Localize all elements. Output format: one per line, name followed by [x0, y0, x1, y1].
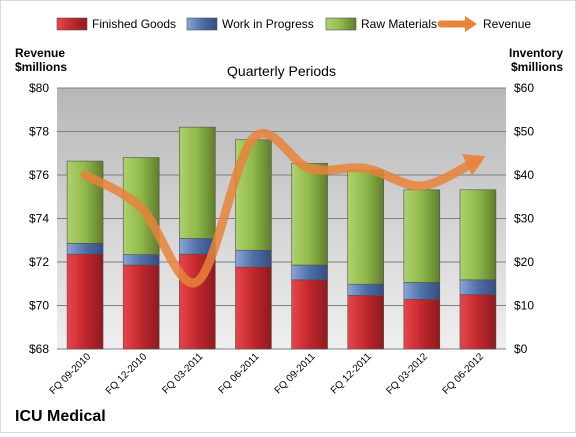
- bar-raw-materials: [459, 189, 497, 281]
- bar-work-in-progress: [291, 264, 328, 281]
- bar-work-in-progress: [403, 282, 441, 300]
- y-left-tick-label: $70: [29, 299, 49, 313]
- y-left-tick-label: $78: [29, 125, 49, 139]
- bar-work-in-progress: [347, 283, 384, 296]
- legend-swatch-raw-materials: [325, 17, 357, 31]
- y-right-tick-label: $50: [514, 125, 534, 139]
- legend-label: Finished Goods: [92, 17, 176, 31]
- bar-raw-materials: [347, 169, 384, 285]
- x-tick-label: FQ 09-2011: [273, 351, 318, 396]
- bar-work-in-progress: [66, 242, 104, 255]
- x-tick-label: FQ 09-2010: [48, 351, 94, 397]
- bar-raw-materials: [403, 189, 441, 283]
- bar-work-in-progress: [122, 254, 160, 266]
- bar-finished-goods: [291, 279, 328, 350]
- x-tick-label: FQ 12-2011: [329, 351, 374, 396]
- y-left-tick-label: $76: [29, 168, 49, 182]
- y-left-label: $millions: [15, 60, 67, 74]
- bar-raw-materials: [291, 162, 328, 266]
- company-name: ICU Medical: [15, 408, 106, 425]
- y-right-tick-label: $60: [514, 81, 534, 95]
- x-tick-label: FQ 03-2012: [384, 351, 430, 397]
- y-right-label: Inventory: [509, 46, 563, 60]
- y-right-tick-label: $30: [514, 212, 534, 226]
- bar-work-in-progress: [459, 279, 497, 295]
- y-right-tick-label: $10: [514, 299, 534, 313]
- chart-title: Quarterly Periods: [227, 63, 336, 79]
- y-left-tick-label: $68: [29, 342, 49, 356]
- bar-finished-goods: [403, 299, 441, 350]
- bar-finished-goods: [459, 294, 497, 350]
- y-right-tick-label: $40: [514, 168, 534, 182]
- y-right-label: $millions: [511, 60, 563, 74]
- legend-swatch-revenue-arrow: [465, 16, 477, 32]
- y-right-tick-label: $20: [514, 255, 534, 269]
- x-tick-label: FQ 12-2010: [104, 351, 150, 397]
- x-tick-label: FQ 06-2011: [217, 351, 262, 396]
- bar-finished-goods: [66, 253, 104, 350]
- legend-label: Revenue: [483, 17, 531, 31]
- x-tick-label: FQ 03-2011: [160, 351, 205, 396]
- bar-finished-goods: [235, 266, 272, 350]
- bar-finished-goods: [122, 264, 160, 350]
- bar-raw-materials: [179, 126, 216, 239]
- y-left-label: Revenue: [15, 46, 65, 60]
- y-left-tick-label: $72: [29, 255, 49, 269]
- legend-swatch-work-in-progress: [186, 17, 218, 31]
- legend-label: Raw Materials: [361, 17, 437, 31]
- legend-swatch-finished-goods: [56, 17, 88, 31]
- revenue-arrow-head: [461, 153, 486, 176]
- y-left-tick-label: $74: [29, 212, 49, 226]
- bar-finished-goods: [347, 295, 384, 350]
- y-right-tick-label: $0: [514, 342, 528, 356]
- x-tick-label: FQ 06-2012: [441, 351, 487, 397]
- revenue-line: [80, 129, 483, 288]
- legend-label: Work in Progress: [222, 17, 314, 31]
- y-left-tick-label: $80: [29, 81, 49, 95]
- bar-work-in-progress: [235, 249, 272, 268]
